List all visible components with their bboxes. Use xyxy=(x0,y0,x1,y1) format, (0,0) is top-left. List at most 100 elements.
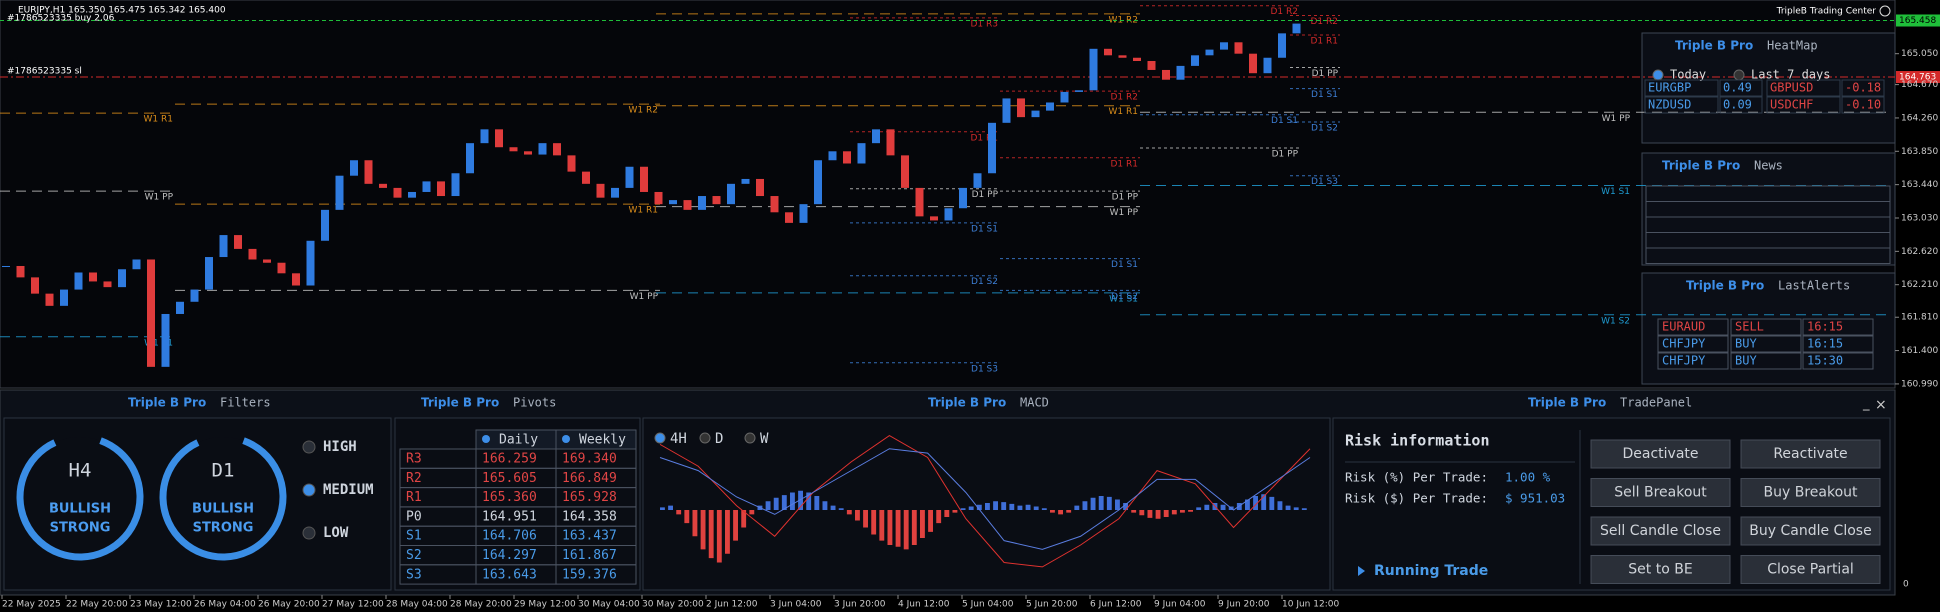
histogram-bar xyxy=(676,510,682,515)
trade-button[interactable] xyxy=(1740,555,1881,584)
histogram-bar xyxy=(1017,505,1023,510)
news-row xyxy=(1645,247,1891,264)
expand-icon[interactable] xyxy=(1358,566,1365,576)
pivot-label: D1 S2 xyxy=(1111,292,1138,302)
alert-cell-text: 16:15 xyxy=(1807,320,1843,334)
alert-cell xyxy=(1802,352,1874,370)
trade-button-label[interactable]: Set to BE xyxy=(1628,562,1692,578)
trade-button[interactable] xyxy=(1740,478,1881,507)
candle xyxy=(205,257,213,290)
heat-cell xyxy=(1719,96,1763,114)
heat-cell xyxy=(1766,96,1841,114)
y-tick-label: 163.440 xyxy=(1901,180,1938,190)
brand: TripleB Trading Center xyxy=(1776,7,1877,17)
alert-cell xyxy=(1802,335,1874,353)
y-tick-label: 163.850 xyxy=(1901,147,1938,157)
histogram-bar xyxy=(806,492,812,510)
trade-button-label[interactable]: Sell Breakout xyxy=(1614,485,1707,501)
alert-cell-text: CHFJPY xyxy=(1662,354,1706,368)
histogram-bar xyxy=(1050,510,1055,513)
trade-button-label[interactable]: Sell Candle Close xyxy=(1600,523,1721,539)
trade-button-label[interactable]: Buy Breakout xyxy=(1764,485,1859,501)
histogram-bar xyxy=(952,510,958,513)
tf-radio[interactable] xyxy=(744,432,756,444)
candle xyxy=(698,196,706,210)
candle xyxy=(770,196,779,213)
candle xyxy=(408,191,416,198)
alert-cell xyxy=(1730,335,1802,353)
candle xyxy=(495,129,503,148)
period-radio[interactable] xyxy=(1652,69,1664,81)
histogram-bar xyxy=(871,510,877,535)
trade-button[interactable] xyxy=(1740,516,1881,546)
pivot-cell-text: 163.437 xyxy=(562,529,617,544)
pivot-label: D1 PP xyxy=(1112,193,1139,203)
level-radio[interactable] xyxy=(302,526,316,540)
alert-cell-text: BUY xyxy=(1735,337,1757,351)
pivot-label: D1 S3 xyxy=(1311,177,1338,187)
pivot-cell-text: 163.643 xyxy=(482,567,537,582)
x-tick-label: 28 May 04:00 xyxy=(386,600,448,610)
pivot-cell-text: 164.951 xyxy=(482,509,537,524)
heat-cell xyxy=(1841,96,1885,114)
pivot-label: W1 PP xyxy=(1110,208,1139,218)
x-tick-label: 3 Jun 04:00 xyxy=(770,600,822,610)
pivot-radio[interactable] xyxy=(562,435,570,443)
candle xyxy=(306,240,315,286)
candle xyxy=(1060,91,1069,103)
panel-title: MACD xyxy=(1020,396,1049,410)
histogram-bar xyxy=(733,510,738,541)
histogram-bar xyxy=(920,510,925,538)
trade-button-label[interactable]: Deactivate xyxy=(1622,446,1698,462)
histogram-bar xyxy=(855,510,860,521)
candle xyxy=(1249,53,1257,74)
histogram-bar xyxy=(879,510,885,541)
heat-cell-text: NZDUSD xyxy=(1648,98,1691,112)
trade-button[interactable] xyxy=(1590,516,1731,546)
heat-cell xyxy=(1841,79,1885,97)
x-tick-label: 9 Jun 20:00 xyxy=(1218,600,1270,610)
period-radio[interactable] xyxy=(1733,69,1745,81)
candle xyxy=(901,155,909,188)
candle xyxy=(727,183,735,205)
candle xyxy=(466,143,474,174)
gauge-state: BULLISH xyxy=(49,502,111,517)
minimize-button[interactable]: _ xyxy=(1862,397,1870,412)
histogram-bar xyxy=(814,496,820,510)
close-button[interactable]: × xyxy=(1875,397,1887,413)
pivot-label: D1 PP xyxy=(972,190,999,200)
level-radio[interactable] xyxy=(302,483,316,497)
histogram-bar xyxy=(1123,503,1128,510)
candle xyxy=(683,200,692,210)
pivot-label: W1 PP xyxy=(145,193,174,203)
stop-info: #1786523335 sl xyxy=(7,67,82,77)
trade-button[interactable] xyxy=(1590,555,1731,584)
histogram-bar xyxy=(798,490,803,510)
panel-title: HeatMap xyxy=(1767,39,1818,53)
trade-button-label[interactable]: Close Partial xyxy=(1767,562,1854,578)
level-radio[interactable] xyxy=(302,440,316,454)
pivot-label: D1 S1 xyxy=(1311,90,1338,100)
candle xyxy=(930,216,938,221)
pivot-label: D1 R2 xyxy=(1311,17,1339,27)
histogram-bar xyxy=(822,501,828,510)
pivot-cell-text: R3 xyxy=(406,452,422,467)
heatmap-box xyxy=(1641,32,1896,144)
trade-button[interactable] xyxy=(1590,439,1731,469)
pivot-label: D1 PP xyxy=(1272,150,1299,160)
heat-cell xyxy=(1644,79,1719,97)
candle xyxy=(364,160,373,184)
tf-radio[interactable] xyxy=(654,432,666,444)
panel-title: LastAlerts xyxy=(1778,279,1850,293)
pivot-radio[interactable] xyxy=(482,435,490,443)
gauge-state: BULLISH xyxy=(192,502,254,517)
trade-button[interactable] xyxy=(1590,478,1731,507)
period-label: Today xyxy=(1670,68,1706,82)
trade-button[interactable] xyxy=(1740,439,1881,469)
tf-radio[interactable] xyxy=(699,432,711,444)
trade-button-label[interactable]: Buy Candle Close xyxy=(1749,523,1871,539)
candle xyxy=(1002,98,1011,123)
trade-button-label[interactable]: Reactivate xyxy=(1773,446,1847,462)
pivot-label: D1 S2 xyxy=(971,277,998,287)
candle xyxy=(16,265,25,278)
